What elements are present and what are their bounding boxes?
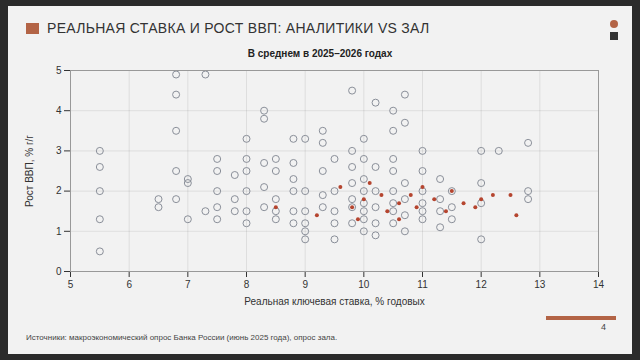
- svg-text:13: 13: [534, 279, 546, 290]
- svg-text:9: 9: [302, 279, 308, 290]
- html-text:Источники: макроэкономический: Источники: макроэкономический опрос Банк…: [26, 333, 338, 342]
- svg-text:10: 10: [358, 279, 370, 290]
- svg-text:7: 7: [185, 279, 191, 290]
- html-text:4: 4: [601, 322, 606, 332]
- svg-text:5: 5: [68, 279, 74, 290]
- svg-text:14: 14: [593, 279, 605, 290]
- svg-text:0: 0: [56, 266, 62, 277]
- html-text:РЕАЛЬНАЯ СТАВКА И РОСТ ВВП: АН: РЕАЛЬНАЯ СТАВКА И РОСТ ВВП: АНАЛИТИКИ VS…: [47, 20, 430, 36]
- svg-text:2: 2: [56, 185, 62, 196]
- svg-text:Реальная ключевая ставка, % го: Реальная ключевая ставка, % годовых: [244, 296, 424, 307]
- svg-text:3: 3: [56, 145, 62, 156]
- svg-text:4: 4: [56, 105, 62, 116]
- html-text:В среднем в 2025–2026 годах: В среднем в 2025–2026 годах: [247, 48, 393, 59]
- svg-text:8: 8: [244, 279, 250, 290]
- svg-text:11: 11: [417, 279, 428, 290]
- svg-text:12: 12: [476, 279, 488, 290]
- svg-text:Рост ВВП, % г/г: Рост ВВП, % г/г: [24, 135, 35, 207]
- svg-text:5: 5: [56, 65, 62, 76]
- svg-text:1: 1: [56, 226, 62, 237]
- svg-text:6: 6: [126, 279, 132, 290]
